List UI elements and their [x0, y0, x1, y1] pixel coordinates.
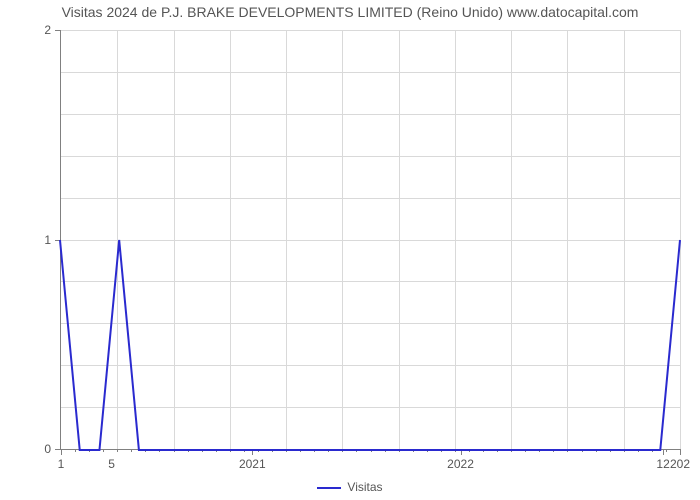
grid-vertical: [680, 30, 681, 449]
x-tick-label: 1: [58, 457, 65, 471]
chart-title: Visitas 2024 de P.J. BRAKE DEVELOPMENTS …: [0, 4, 700, 20]
series-line: [60, 240, 680, 450]
y-tick-label: 0: [44, 442, 51, 456]
y-tick-label: 2: [44, 23, 51, 37]
legend-label: Visitas: [347, 480, 382, 494]
x-tick-label: 2022: [447, 457, 474, 471]
x-tick-label: 5: [108, 457, 115, 471]
legend: Visitas: [0, 480, 700, 494]
plot-area: 012152021202212202: [60, 30, 680, 450]
x-tick-label: 202: [670, 457, 690, 471]
x-major-tick: [680, 449, 681, 455]
legend-swatch: [317, 487, 341, 489]
x-tick-label: 12: [656, 457, 669, 471]
y-tick-label: 1: [44, 233, 51, 247]
chart-container: Visitas 2024 de P.J. BRAKE DEVELOPMENTS …: [0, 0, 700, 500]
x-tick-label: 2021: [239, 457, 266, 471]
data-line: [60, 30, 680, 450]
